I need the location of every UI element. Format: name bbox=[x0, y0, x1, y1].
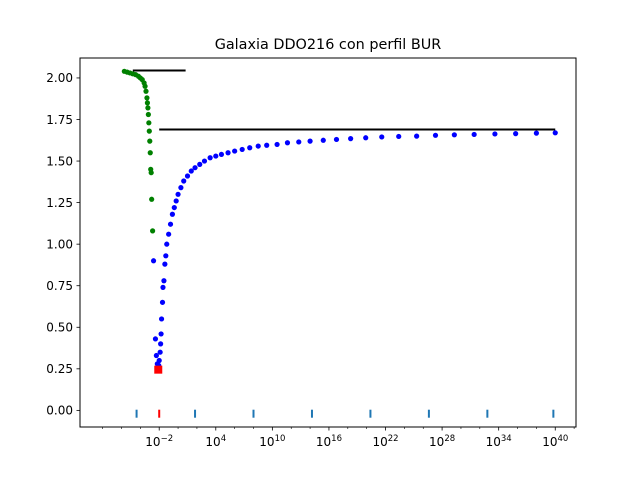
green-point-15 bbox=[146, 120, 152, 126]
blue-point-10 bbox=[158, 316, 165, 322]
blue-point-29 bbox=[201, 158, 208, 164]
blue-point-1 bbox=[152, 336, 159, 342]
green-point-21 bbox=[149, 196, 155, 202]
x-tick-label-3: 1016 bbox=[316, 434, 342, 449]
blue-point-17 bbox=[166, 231, 172, 237]
blue-point-45 bbox=[348, 136, 354, 142]
blue-point-54 bbox=[513, 131, 519, 137]
green-point-12 bbox=[144, 100, 151, 106]
blue-point-55 bbox=[533, 130, 539, 136]
blue-point-53 bbox=[492, 131, 498, 137]
blue-point-51 bbox=[451, 132, 457, 138]
blue-point-18 bbox=[167, 221, 174, 227]
blue-point-8 bbox=[158, 341, 164, 347]
x-tick-label-0: 10−2 bbox=[145, 434, 173, 449]
blue-point-36 bbox=[247, 145, 253, 151]
green-point-13 bbox=[145, 105, 151, 111]
blue-point-47 bbox=[379, 134, 385, 140]
x-tick-label-2: 1010 bbox=[259, 434, 285, 449]
x-tick-label-5: 1028 bbox=[429, 434, 455, 449]
blue-point-38 bbox=[264, 142, 270, 148]
blue-point-50 bbox=[432, 132, 439, 138]
x-tick-label-4: 1022 bbox=[372, 434, 398, 449]
x-tick-label-7: 1040 bbox=[542, 434, 568, 449]
blue-point-9 bbox=[158, 331, 164, 337]
blue-point-13 bbox=[161, 278, 167, 284]
y-tick-label-4: 1.00 bbox=[46, 237, 73, 251]
blue-point-2 bbox=[153, 352, 159, 359]
y-tick-label-6: 1.50 bbox=[46, 154, 73, 168]
blue-point-21 bbox=[173, 198, 179, 204]
blue-point-14 bbox=[162, 261, 168, 267]
blue-point-43 bbox=[320, 137, 326, 143]
blue-point-0 bbox=[150, 258, 157, 264]
blue-point-24 bbox=[181, 178, 187, 184]
blue-point-16 bbox=[164, 241, 170, 247]
blue-point-41 bbox=[296, 139, 302, 145]
blue-point-33 bbox=[225, 150, 231, 156]
blue-point-32 bbox=[218, 151, 225, 158]
green-point-20 bbox=[148, 170, 154, 176]
y-tick-label-7: 1.75 bbox=[46, 113, 73, 127]
x-axis: 10−2 104 1010 1016 1022 1028 1034 1040 bbox=[102, 427, 575, 449]
y-tick-label-0: 0.00 bbox=[46, 404, 73, 418]
chart-title: Galaxia DDO216 con perfil BUR bbox=[215, 37, 442, 53]
y-tick-label-3: 0.75 bbox=[46, 279, 73, 293]
y-axis: 0.00 0.25 0.50 0.75 1.00 1.25 1.50 1.75 2.00 bbox=[46, 71, 80, 418]
blue-point-11 bbox=[159, 299, 166, 305]
blue-point-42 bbox=[307, 138, 313, 144]
blue-point-46 bbox=[363, 135, 369, 141]
blue-point-37 bbox=[255, 143, 261, 149]
blue-point-30 bbox=[207, 155, 213, 161]
blue-point-49 bbox=[414, 133, 420, 139]
green-point-10 bbox=[143, 88, 149, 94]
green-point-17 bbox=[147, 138, 153, 144]
blue-point-48 bbox=[396, 133, 402, 140]
green-point-22 bbox=[150, 228, 156, 234]
blue-point-15 bbox=[163, 253, 169, 259]
blue-point-40 bbox=[284, 140, 291, 146]
blue-point-52 bbox=[471, 131, 477, 138]
y-tick-label-8: 2.00 bbox=[46, 71, 73, 85]
green-point-16 bbox=[146, 128, 152, 134]
square-marker-0 bbox=[154, 365, 163, 374]
green-point-18 bbox=[147, 150, 153, 156]
axes-frame bbox=[79, 57, 577, 428]
y-tick-label-1: 0.25 bbox=[46, 362, 73, 376]
green-point-11 bbox=[144, 95, 150, 101]
blue-point-56 bbox=[552, 130, 558, 136]
blue-point-35 bbox=[239, 146, 245, 153]
y-tick-label-2: 0.50 bbox=[46, 321, 73, 335]
blue-point-7 bbox=[157, 349, 163, 355]
blue-point-28 bbox=[197, 161, 203, 167]
blue-point-12 bbox=[160, 284, 166, 290]
blue-point-6 bbox=[156, 357, 162, 364]
blue-point-44 bbox=[333, 136, 340, 143]
blue-point-19 bbox=[169, 211, 176, 217]
plot-area bbox=[121, 68, 558, 418]
blue-point-23 bbox=[178, 185, 184, 191]
blue-point-20 bbox=[171, 204, 177, 211]
blue-point-25 bbox=[184, 173, 191, 179]
x-tick-label-1: 104 bbox=[205, 434, 226, 449]
green-point-14 bbox=[145, 111, 151, 118]
blue-point-34 bbox=[232, 148, 238, 154]
blue-point-22 bbox=[175, 191, 181, 197]
green-point-9 bbox=[142, 83, 148, 89]
blue-point-31 bbox=[213, 153, 219, 159]
blue-point-27 bbox=[192, 165, 198, 171]
x-tick-label-6: 1034 bbox=[486, 434, 512, 449]
blue-point-26 bbox=[188, 168, 194, 174]
y-tick-label-5: 1.25 bbox=[46, 196, 73, 210]
blue-point-39 bbox=[274, 141, 280, 148]
